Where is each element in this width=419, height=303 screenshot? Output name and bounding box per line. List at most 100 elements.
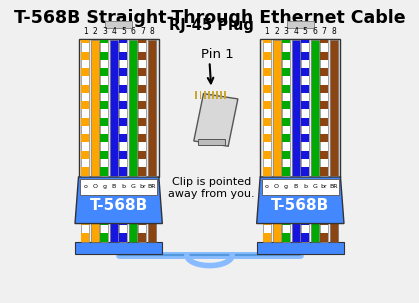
Bar [138,118,147,126]
Bar [119,85,127,93]
Bar [204,92,206,99]
Bar [263,52,271,60]
Text: o: o [265,184,269,189]
Text: 6: 6 [312,27,317,36]
Bar [282,52,290,60]
Bar [81,233,89,241]
Bar [320,118,328,126]
Bar [320,101,328,109]
Bar [320,223,328,241]
Text: B: B [112,184,116,189]
Bar [212,92,214,99]
Bar [119,167,127,175]
Bar [138,85,147,93]
Bar [138,52,147,60]
Bar [81,167,89,175]
Bar [101,167,109,175]
Bar [272,40,281,175]
Bar [320,85,328,93]
Bar [119,134,127,142]
Bar [81,223,89,241]
Text: 3: 3 [102,27,107,36]
Bar [81,101,89,109]
Bar [301,85,309,93]
Bar [263,40,271,43]
Text: 3: 3 [284,27,289,36]
Text: 7: 7 [140,27,145,36]
Bar [220,92,222,99]
Bar [301,52,309,60]
Bar [282,151,290,159]
Bar [119,223,127,225]
Bar [263,223,271,225]
Bar [138,233,147,241]
Bar [81,40,89,175]
Bar [119,101,127,109]
Bar [320,40,328,175]
Bar [263,68,271,76]
Text: 1: 1 [265,27,269,36]
Bar [81,223,89,225]
Text: T-568B: T-568B [271,198,329,213]
Bar [101,223,109,241]
Text: 4: 4 [111,27,116,36]
Polygon shape [257,177,344,224]
Bar [81,118,89,126]
Text: T-568B: T-568B [90,198,148,213]
Bar [119,52,127,60]
Bar [262,178,339,195]
Bar [301,40,309,175]
Bar [301,68,309,76]
Bar [129,40,137,175]
Text: O: O [92,184,97,189]
Bar [106,21,132,28]
Bar [119,40,127,43]
Bar [81,40,89,43]
Bar [101,134,109,142]
Bar [138,101,147,109]
Bar [208,92,210,99]
Bar [263,167,271,175]
Bar [301,167,309,175]
Bar [301,233,309,241]
Bar [287,21,313,28]
Bar [263,85,271,93]
Bar [301,223,309,225]
Bar [101,52,109,60]
Bar [101,85,109,93]
Bar [138,68,147,76]
Text: 8: 8 [150,27,154,36]
Bar [257,241,344,254]
Bar [80,178,157,195]
Text: Pin 1: Pin 1 [201,48,233,61]
Bar [301,101,309,109]
Bar [225,92,226,99]
Bar [198,139,225,145]
Bar [138,223,147,241]
Text: b: b [303,184,307,189]
Bar [129,223,137,241]
Polygon shape [75,177,162,224]
Bar [101,233,109,241]
Bar [320,233,328,241]
Text: RJ-45 Plug: RJ-45 Plug [169,18,253,33]
Bar [320,134,328,142]
Text: 8: 8 [331,27,336,36]
Bar [301,118,309,126]
Bar [282,134,290,142]
Bar [194,94,238,146]
Bar [119,223,127,241]
Bar [101,223,109,225]
Bar [260,39,341,177]
Text: BR: BR [148,184,156,189]
Bar [78,39,159,177]
Bar [138,151,147,159]
Bar [320,167,328,175]
Bar [282,223,290,241]
Bar [263,118,271,126]
Bar [110,223,118,241]
Text: Clip is pointed
away from you.: Clip is pointed away from you. [168,177,255,199]
Bar [119,118,127,126]
Bar [81,85,89,93]
Bar [320,223,328,225]
